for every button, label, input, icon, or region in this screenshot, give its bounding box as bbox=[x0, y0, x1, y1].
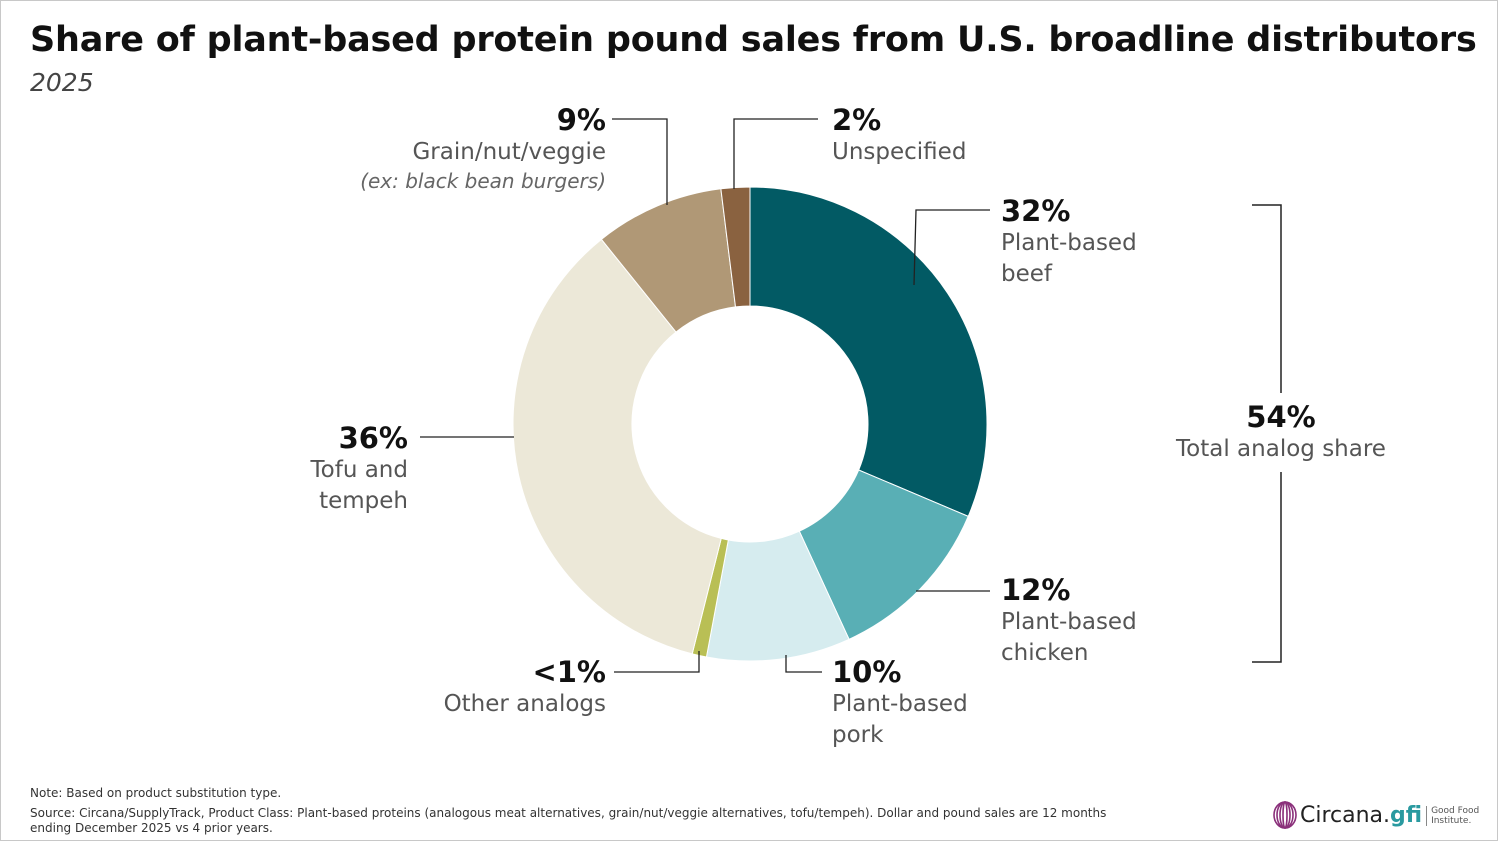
footnote: Note: Based on product substitution type… bbox=[30, 786, 282, 800]
chart-subtitle: 2025 bbox=[30, 68, 94, 97]
label-pork: 10% Plant-based pork bbox=[832, 655, 968, 751]
bracket-bottom bbox=[1252, 472, 1282, 663]
cat-beef-line1: Plant-based bbox=[1001, 230, 1137, 256]
pct-total-analog: 54% bbox=[1246, 400, 1316, 434]
cat-beef-line2: beef bbox=[1001, 261, 1052, 287]
circana-logo: Circana. bbox=[1272, 800, 1390, 830]
label-chicken: 12% Plant-based chicken bbox=[1001, 573, 1137, 669]
bracket-top bbox=[1252, 204, 1282, 393]
cat-grain: Grain/nut/veggie bbox=[412, 139, 606, 165]
leader-line-beef bbox=[913, 209, 990, 286]
cat-pork-line2: pork bbox=[832, 722, 884, 748]
leader-line-grain bbox=[612, 118, 668, 205]
leader-line-unspecified bbox=[733, 118, 818, 189]
gfi-logo: gfi Good Food Institute. bbox=[1390, 803, 1479, 828]
label-beef: 32% Plant-based beef bbox=[1001, 194, 1137, 290]
pct-pork: 10% bbox=[832, 655, 902, 689]
label-grain: 9% Grain/nut/veggie (ex: black bean burg… bbox=[360, 103, 606, 194]
donut-slices bbox=[512, 186, 988, 662]
analog-bracket bbox=[1252, 204, 1282, 663]
gfi-fullname-line1: Good Food bbox=[1431, 805, 1480, 816]
cat-chicken-line1: Plant-based bbox=[1001, 609, 1137, 635]
leader-lines bbox=[420, 118, 990, 673]
label-other: <1% Other analogs bbox=[444, 655, 606, 720]
label-total-analog: 54% Total analog share bbox=[1161, 400, 1401, 465]
donut-slice-0 bbox=[749, 186, 988, 518]
cat-pork-line1: Plant-based bbox=[832, 691, 968, 717]
circana-mark-icon bbox=[1273, 801, 1297, 829]
leader-line-other bbox=[614, 651, 700, 673]
pct-unspecified: 2% bbox=[832, 103, 882, 137]
pct-grain: 9% bbox=[556, 103, 606, 137]
pct-tofu: 36% bbox=[338, 421, 408, 455]
cat-tofu-line1: Tofu and bbox=[310, 457, 408, 483]
gfi-fullname-line2: Institute. bbox=[1431, 815, 1472, 826]
cat-chicken-line2: chicken bbox=[1001, 640, 1089, 666]
cat-grain-example: (ex: black bean burgers) bbox=[360, 169, 606, 193]
leader-line-pork bbox=[785, 655, 822, 673]
gfi-wordmark: gfi bbox=[1390, 803, 1423, 828]
pct-other: <1% bbox=[532, 655, 606, 689]
cat-other: Other analogs bbox=[443, 691, 606, 717]
label-unspecified: 2% Unspecified bbox=[832, 103, 966, 168]
gfi-fullname: Good Food Institute. bbox=[1426, 805, 1480, 826]
chart-title: Share of plant-based protein pound sales… bbox=[30, 20, 1477, 60]
circana-wordmark: Circana. bbox=[1300, 802, 1391, 828]
cat-unspecified: Unspecified bbox=[832, 139, 967, 165]
cat-tofu-line2: tempeh bbox=[319, 488, 408, 514]
donut-slice-4 bbox=[512, 238, 722, 655]
pct-chicken: 12% bbox=[1001, 573, 1071, 607]
label-tofu: 36% Tofu and tempeh bbox=[311, 421, 408, 517]
donut-slice-6 bbox=[720, 186, 751, 308]
cat-total-analog: Total analog share bbox=[1176, 436, 1386, 462]
source-note: Source: Circana/SupplyTrack, Product Cla… bbox=[30, 806, 1107, 835]
pct-beef: 32% bbox=[1001, 194, 1071, 228]
